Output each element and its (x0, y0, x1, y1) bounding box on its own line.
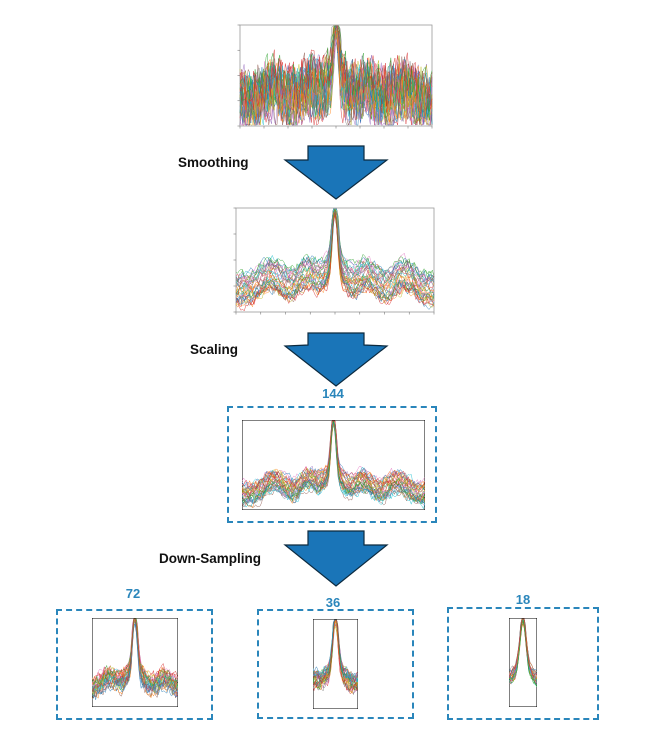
smoothing-label: Smoothing (178, 155, 249, 170)
dashed-box-144 (227, 406, 437, 523)
downsampled-spectra-plot-36 (313, 619, 358, 709)
spectrum-line (239, 25, 433, 116)
dashed-box-72 (56, 609, 213, 720)
spectra-lines (235, 208, 435, 312)
raw-spectra-plot (237, 24, 433, 129)
size-label-36: 36 (325, 595, 341, 610)
down-sampling-label: Down-Sampling (159, 551, 261, 566)
dashed-box-36 (257, 609, 414, 719)
plot-frame (242, 420, 425, 510)
spectra-lines (239, 25, 433, 126)
arrow-shape (283, 530, 389, 587)
spectrum-line (509, 621, 537, 684)
scaled-spectra-plot-144 (242, 420, 425, 510)
spectrum-line (92, 618, 178, 694)
plot-frame (313, 619, 358, 709)
down-arrow-icon (283, 145, 389, 200)
spectra-lines (92, 618, 178, 700)
spectrum-line (239, 25, 433, 119)
scaling-label: Scaling (190, 342, 239, 357)
spectrum-line (313, 619, 358, 692)
plot-frame (509, 618, 537, 707)
spectrum-line (242, 420, 425, 491)
arrow-shape (283, 145, 389, 200)
downsampled-spectra-plot-72 (92, 618, 178, 707)
spectrum-line (92, 624, 178, 700)
size-label-18: 18 (515, 592, 531, 607)
spectrum-line (509, 618, 537, 678)
size-label-72: 72 (125, 586, 141, 601)
smoothed-spectra-plot (233, 207, 435, 315)
plot-frame (235, 207, 435, 313)
plot-frame (92, 618, 178, 707)
spectrum-line (235, 212, 435, 312)
spectra-lines (509, 618, 537, 688)
spectrum-line (239, 26, 433, 122)
spectra-lines (242, 420, 425, 510)
arrow-shape (283, 332, 389, 387)
down-arrow-icon (283, 332, 389, 387)
dashed-box-18 (447, 607, 599, 720)
spectrum-line (235, 208, 435, 302)
spectra-lines (313, 619, 358, 695)
downsampled-spectra-plot-18 (509, 618, 537, 707)
spectrum-line (313, 624, 358, 694)
size-label-144: 144 (322, 386, 344, 401)
down-arrow-icon (283, 530, 389, 587)
